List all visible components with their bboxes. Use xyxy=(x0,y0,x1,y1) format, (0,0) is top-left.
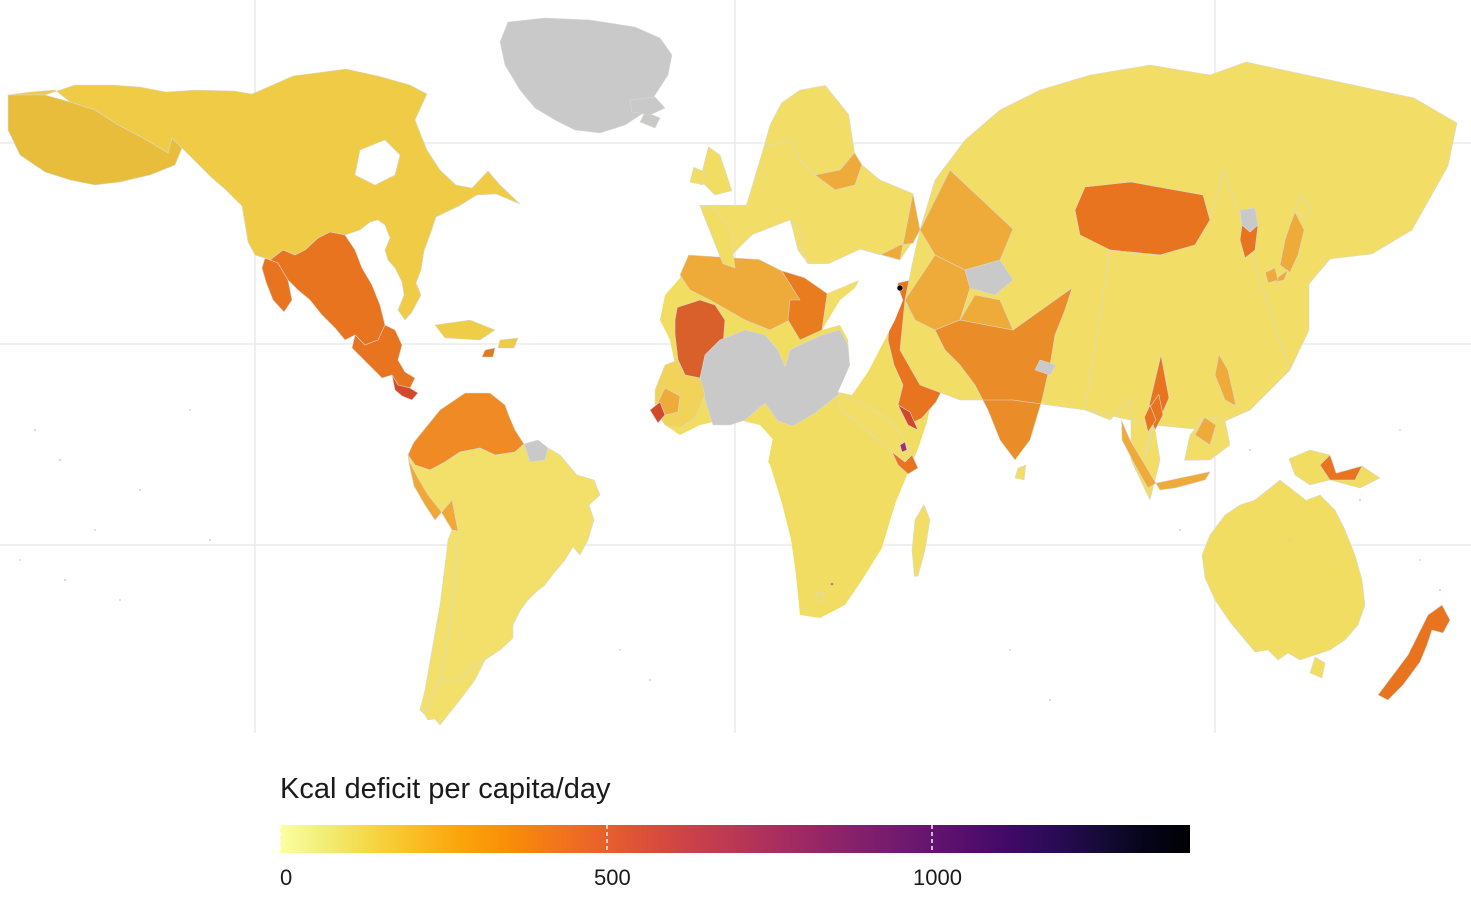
svg-text:Kcal deficit per capita/day: Kcal deficit per capita/day xyxy=(280,773,611,805)
svg-text:1000: 1000 xyxy=(913,865,962,890)
svg-text:500: 500 xyxy=(594,865,631,890)
svg-text:0: 0 xyxy=(280,865,292,890)
